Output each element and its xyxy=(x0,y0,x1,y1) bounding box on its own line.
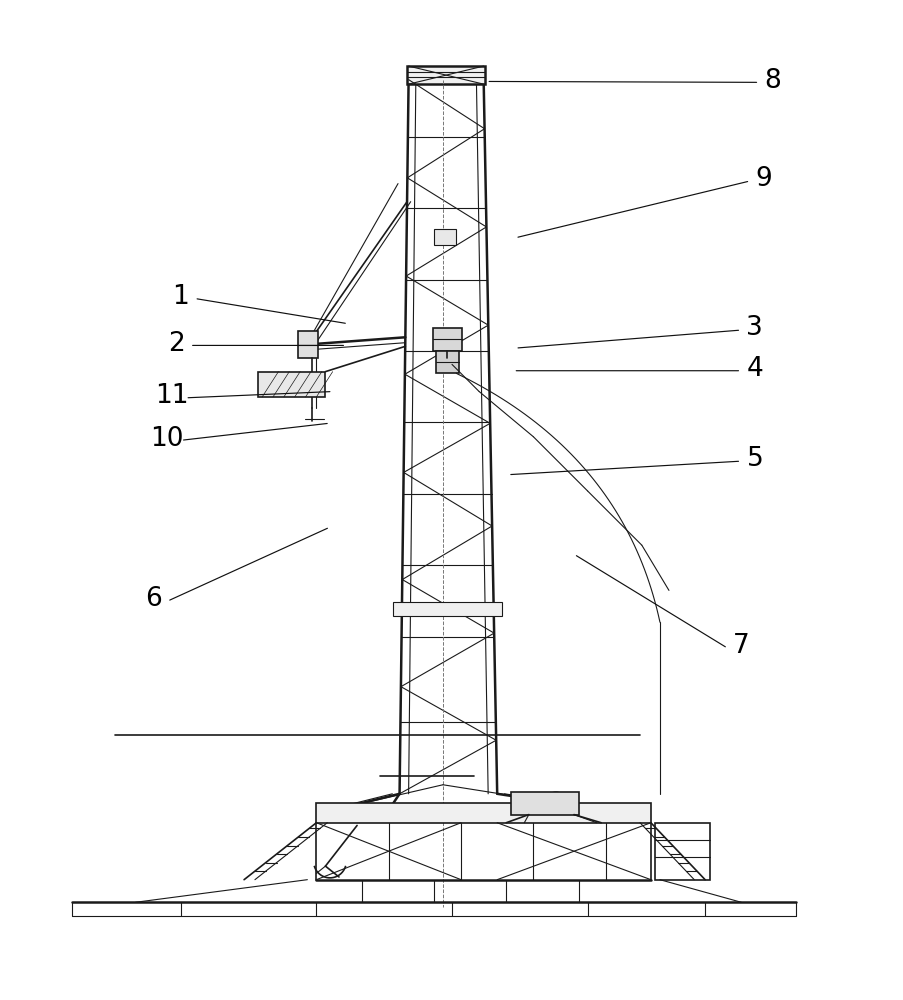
Text: 3: 3 xyxy=(746,315,762,341)
Text: 5: 5 xyxy=(746,446,762,472)
Text: 6: 6 xyxy=(145,586,162,612)
Text: 11: 11 xyxy=(154,383,189,409)
Bar xyxy=(406,66,485,84)
Text: 9: 9 xyxy=(755,166,771,192)
Bar xyxy=(655,823,709,880)
Bar xyxy=(433,328,461,351)
Text: 7: 7 xyxy=(732,633,749,659)
Text: 2: 2 xyxy=(168,331,184,357)
Bar xyxy=(393,602,501,616)
Text: 4: 4 xyxy=(746,356,762,382)
Bar xyxy=(257,372,325,397)
Text: 8: 8 xyxy=(764,68,780,94)
Text: 1: 1 xyxy=(172,284,189,310)
Bar xyxy=(433,229,455,245)
Bar xyxy=(316,803,650,823)
Bar xyxy=(510,792,578,815)
Text: 10: 10 xyxy=(150,426,184,452)
Bar xyxy=(435,351,459,373)
Bar xyxy=(298,331,318,358)
